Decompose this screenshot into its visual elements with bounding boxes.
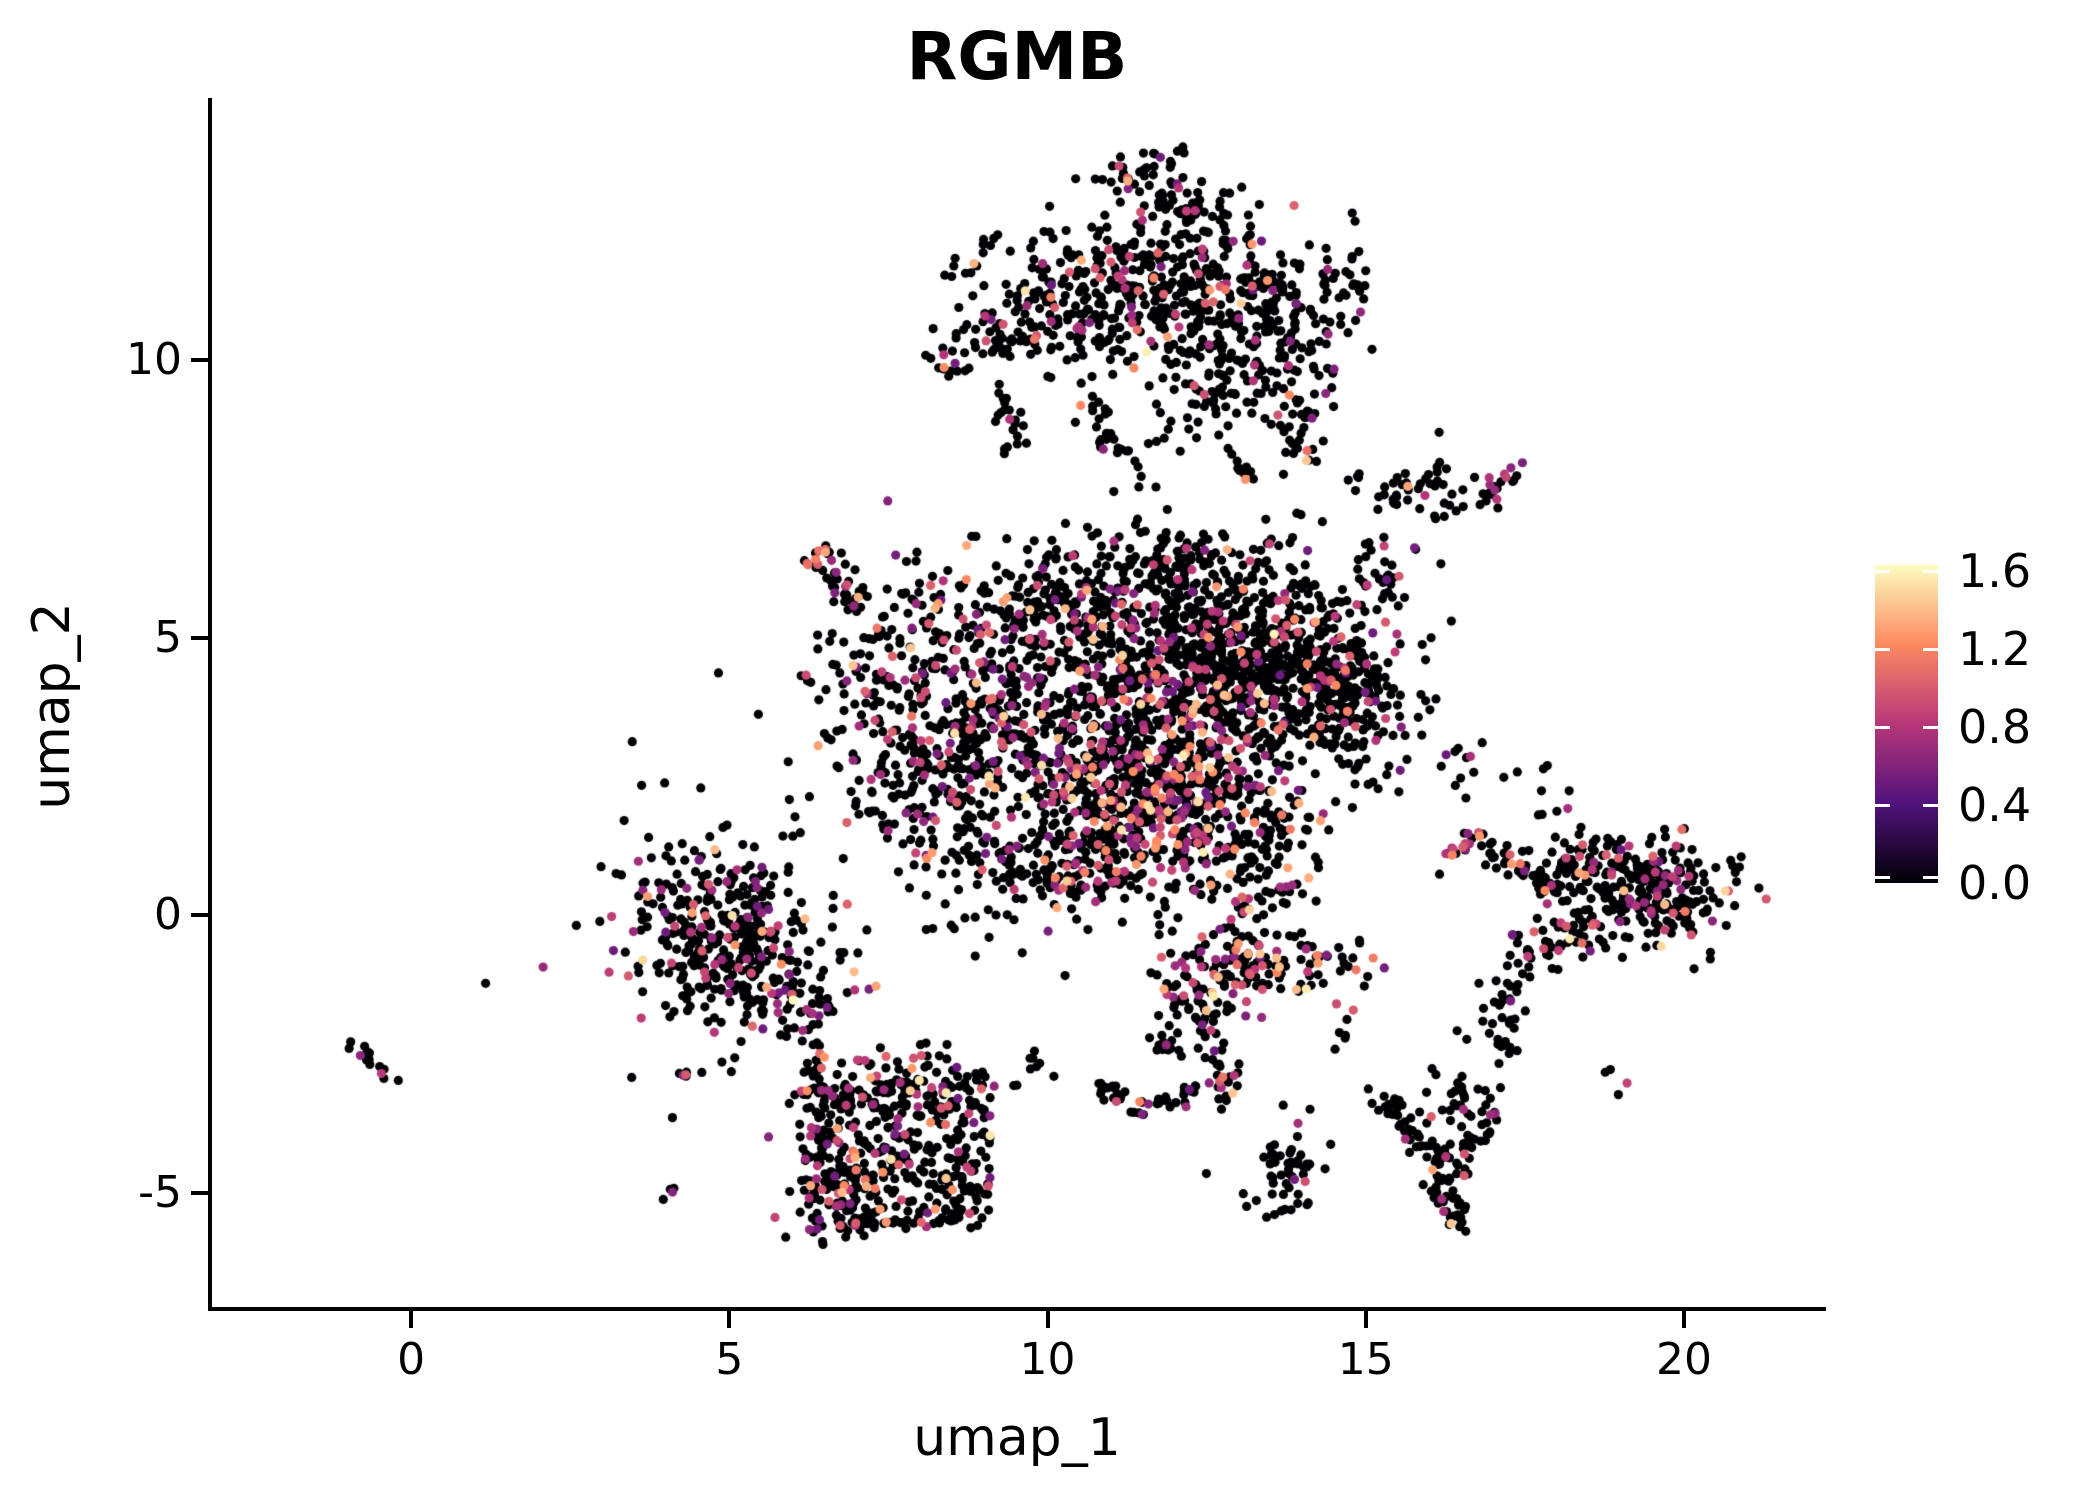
colorbar-tick-dash — [1875, 647, 1890, 651]
y-axis-line — [208, 98, 212, 1311]
x-tick-mark — [1045, 1311, 1050, 1328]
y-tick-label: 10 — [126, 334, 182, 386]
colorbar-tick-dash — [1923, 725, 1938, 729]
colorbar-tick-label: 0.0 — [1958, 856, 2032, 910]
colorbar-tick-dash — [1923, 876, 1938, 879]
x-axis-title: umap_1 — [913, 1408, 1121, 1468]
x-tick-mark — [409, 1311, 414, 1328]
x-tick-mark — [727, 1311, 732, 1328]
x-tick-label: 20 — [1655, 1334, 1712, 1385]
x-axis-line — [208, 1307, 1826, 1311]
y-tick-mark — [191, 1190, 208, 1195]
colorbar-gradient — [1875, 565, 1938, 883]
colorbar-tick-label: 1.6 — [1958, 543, 2032, 598]
y-tick-mark — [191, 913, 208, 918]
colorbar-tick-dash — [1923, 647, 1938, 651]
colorbar-tick-dash — [1875, 803, 1890, 807]
x-tick-label: 15 — [1337, 1334, 1394, 1385]
x-tick-label: 10 — [1019, 1334, 1076, 1385]
y-tick-label: 0 — [154, 889, 182, 941]
y-axis-title: umap_2 — [22, 602, 82, 810]
y-tick-mark — [191, 635, 208, 640]
colorbar-tick-dash — [1875, 876, 1890, 879]
y-tick-label: 5 — [154, 611, 182, 663]
x-tick-label: 0 — [397, 1334, 426, 1385]
y-tick-label: -5 — [138, 1166, 182, 1218]
x-tick-mark — [1681, 1311, 1686, 1328]
colorbar-tick-label: 0.8 — [1958, 699, 2032, 754]
colorbar-tick-label: 0.4 — [1958, 777, 2032, 832]
colorbar-tick-dash — [1875, 569, 1890, 573]
y-tick-mark — [191, 358, 208, 363]
colorbar-tick-dash — [1923, 569, 1938, 573]
colorbar-tick-dash — [1923, 803, 1938, 807]
x-tick-mark — [1363, 1311, 1368, 1328]
colorbar-tick-label: 1.2 — [1958, 621, 2032, 676]
colorbar-tick-dash — [1875, 725, 1890, 729]
x-tick-label: 5 — [715, 1334, 744, 1385]
